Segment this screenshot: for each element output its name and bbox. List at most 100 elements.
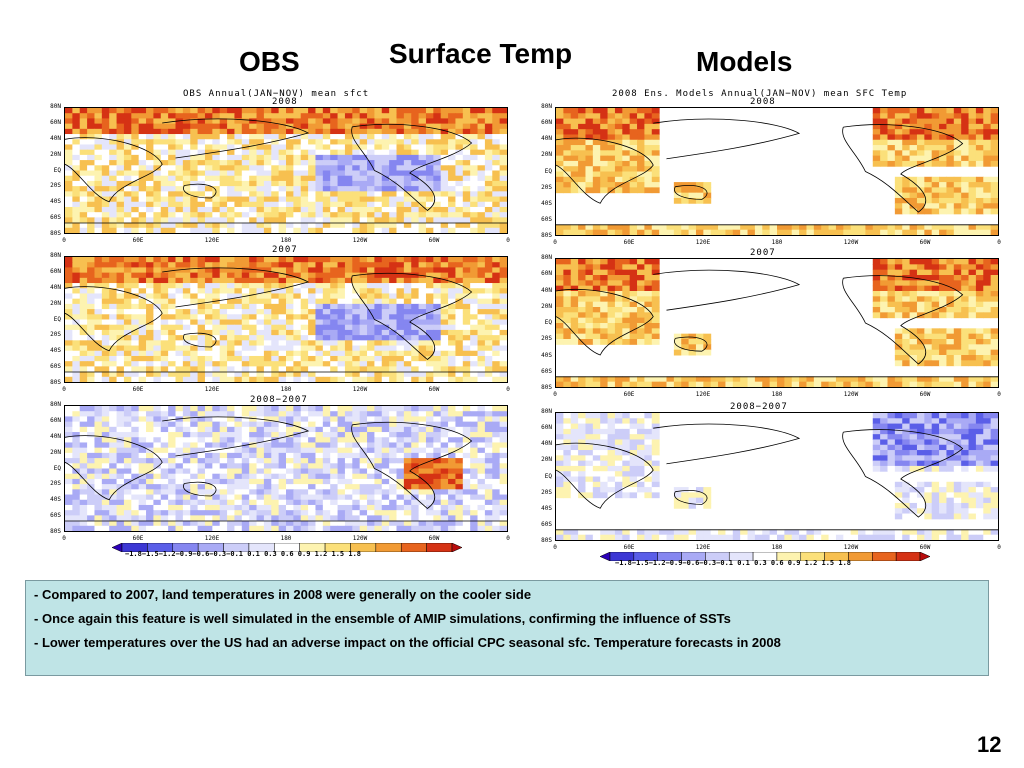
models-2007-map (555, 258, 999, 388)
page-number: 12 (977, 732, 1002, 757)
lat-tick-label: 20N (50, 448, 61, 456)
lon-tick-label: 0 (62, 237, 66, 244)
lon-tick-label: 180 (771, 391, 783, 398)
lat-tick-label: 20S (541, 183, 552, 191)
lon-tick-label: 60W (919, 391, 931, 398)
models-2008-map (555, 107, 999, 236)
lat-tick-label: 40S (541, 199, 552, 207)
lat-tick-label: 80N (50, 252, 61, 259)
lon-tick-label: 180 (280, 535, 292, 542)
lat-tick-label: 40N (541, 286, 552, 294)
lat-tick-label: 20N (541, 151, 552, 159)
lat-tick-label: 40N (50, 134, 61, 142)
lat-tick-label: 20N (541, 456, 552, 464)
lon-tick-label: 120E (204, 386, 220, 393)
lon-tick-label: 0 (506, 386, 510, 393)
note-2: - Once again this feature is well simula… (34, 611, 731, 626)
lon-tick-label: 120W (352, 237, 368, 244)
obs-diff-label: 2008−2007 (250, 395, 308, 405)
lat-tick-label: 80S (50, 230, 61, 237)
lat-tick-label: 60S (50, 512, 61, 520)
lat-tick-label: 20N (50, 299, 61, 307)
lon-tick-label: 0 (506, 237, 510, 244)
lon-tick-label: 0 (553, 544, 557, 551)
lon-tick-label: 60E (132, 535, 144, 542)
obs-colorbar (112, 543, 462, 552)
lat-tick-label: 20S (541, 335, 552, 343)
obs-colorbar-labels: −1.8−1.5−1.2−0.9−0.6−0.3−0.1 0.1 0.3 0.6… (125, 550, 362, 558)
lat-tick-label: 60S (541, 215, 552, 223)
lat-tick-label: 80S (541, 232, 552, 239)
note-3: - Lower temperatures over the US had an … (34, 635, 781, 650)
lat-tick-label: 60S (541, 367, 552, 375)
lon-tick-label: 60E (623, 239, 635, 246)
lat-tick-label: 40N (50, 283, 61, 291)
obs-2008-label: 2008 (272, 97, 298, 107)
lat-tick-label: 40S (50, 347, 61, 355)
lat-tick-label: 60S (541, 520, 552, 528)
lat-tick-label: 20N (50, 150, 61, 158)
lat-tick-label: 20N (541, 302, 552, 310)
lat-tick-label: 40N (50, 432, 61, 440)
lat-tick-label: 40N (541, 440, 552, 448)
lat-tick-label: 80N (50, 103, 61, 110)
models-diff-label: 2008−2007 (730, 402, 788, 412)
lat-tick-label: EQ (544, 319, 552, 326)
lat-tick-label: 40N (541, 135, 552, 143)
obs-panel-header: OBS Annual(JAN−NOV) mean sfct (183, 89, 370, 99)
lon-tick-label: 120W (843, 391, 859, 398)
lon-tick-label: 120W (352, 386, 368, 393)
lon-tick-label: 120E (695, 239, 711, 246)
lat-tick-label: 80N (50, 401, 61, 408)
lon-tick-label: 60E (132, 386, 144, 393)
models-2008-label: 2008 (750, 97, 776, 107)
lon-tick-label: 60W (919, 544, 931, 551)
lat-tick-label: 80S (50, 528, 61, 535)
lon-tick-label: 60E (623, 391, 635, 398)
lat-tick-label: EQ (544, 167, 552, 175)
lon-tick-label: 180 (771, 544, 783, 551)
lat-tick-label: 60N (50, 118, 61, 126)
obs-diff-map (64, 405, 508, 532)
lat-tick-label: 80N (541, 254, 552, 261)
lon-tick-label: 0 (553, 239, 557, 246)
lat-tick-label: 40S (541, 351, 552, 359)
lat-tick-label: EQ (53, 464, 61, 472)
lat-tick-label: 20S (50, 480, 61, 488)
lat-tick-label: 40S (50, 198, 61, 206)
lon-tick-label: 120E (204, 535, 220, 542)
lat-tick-label: 20S (541, 488, 552, 496)
lon-tick-label: 60E (132, 237, 144, 244)
models-diff-map (555, 412, 999, 541)
lat-tick-label: 80S (541, 537, 552, 544)
lon-tick-label: 60W (428, 237, 440, 244)
lon-tick-label: 0 (553, 391, 557, 398)
lat-tick-label: EQ (53, 315, 61, 323)
obs-heading: OBS (239, 46, 300, 77)
lon-tick-label: 60W (428, 386, 440, 393)
obs-2008-map (64, 107, 508, 234)
lon-tick-label: 180 (771, 239, 783, 246)
obs-2007-map (64, 256, 508, 383)
note-1: - Compared to 2007, land temperatures in… (34, 587, 532, 602)
lat-tick-label: 40S (50, 496, 61, 504)
models-colorbar-labels: −1.8−1.5−1.2−0.9−0.6−0.3−0.1 0.1 0.3 0.6… (615, 559, 852, 567)
slide-title: Surface Temp (389, 38, 573, 69)
lat-tick-label: 60N (50, 267, 61, 275)
lon-tick-label: 120E (204, 237, 220, 244)
lon-tick-label: 0 (997, 391, 1001, 398)
lat-tick-label: 80N (541, 103, 552, 110)
lat-tick-label: EQ (53, 166, 61, 174)
lat-tick-label: 60S (50, 214, 61, 222)
lon-tick-label: 180 (280, 237, 292, 244)
lon-tick-label: 0 (62, 535, 66, 542)
lat-tick-label: 20S (50, 331, 61, 339)
lat-tick-label: 80N (541, 408, 552, 415)
lat-tick-label: 80S (50, 379, 61, 386)
lon-tick-label: 120W (843, 544, 859, 551)
lon-tick-label: 60E (623, 544, 635, 551)
lat-tick-label: 60N (50, 416, 61, 424)
lat-tick-label: 60N (541, 270, 552, 278)
lon-tick-label: 120E (695, 391, 711, 398)
notes-box: - Compared to 2007, land temperatures in… (25, 580, 989, 676)
